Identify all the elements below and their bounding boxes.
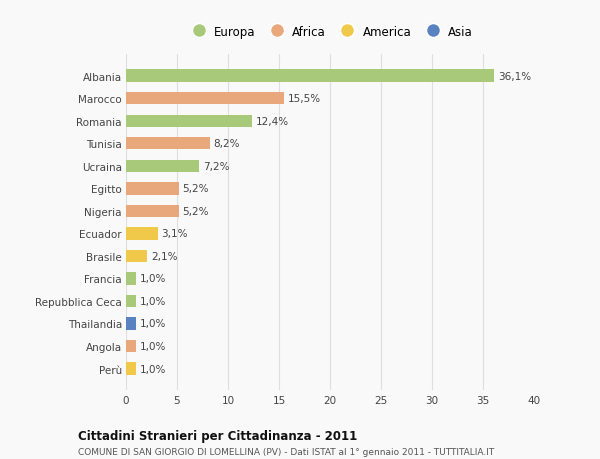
Text: 5,2%: 5,2% [182, 207, 209, 216]
Text: COMUNE DI SAN GIORGIO DI LOMELLINA (PV) - Dati ISTAT al 1° gennaio 2011 - TUTTIT: COMUNE DI SAN GIORGIO DI LOMELLINA (PV) … [78, 448, 494, 457]
Text: 1,0%: 1,0% [140, 364, 166, 374]
Text: 1,0%: 1,0% [140, 274, 166, 284]
Text: 1,0%: 1,0% [140, 341, 166, 351]
Bar [126, 340, 136, 353]
Bar [126, 115, 253, 128]
Text: 8,2%: 8,2% [213, 139, 240, 149]
Bar [126, 318, 136, 330]
Bar [126, 363, 136, 375]
Bar [126, 273, 136, 285]
Text: 1,0%: 1,0% [140, 319, 166, 329]
Text: 36,1%: 36,1% [498, 72, 531, 82]
Bar [126, 228, 158, 240]
Bar [126, 205, 179, 218]
Text: 2,1%: 2,1% [151, 252, 178, 261]
Text: 15,5%: 15,5% [287, 94, 321, 104]
Text: Cittadini Stranieri per Cittadinanza - 2011: Cittadini Stranieri per Cittadinanza - 2… [78, 429, 357, 442]
Bar [126, 160, 199, 173]
Bar [126, 295, 136, 308]
Text: 1,0%: 1,0% [140, 297, 166, 306]
Text: 5,2%: 5,2% [182, 184, 209, 194]
Text: 12,4%: 12,4% [256, 117, 289, 126]
Legend: Europa, Africa, America, Asia: Europa, Africa, America, Asia [182, 21, 478, 43]
Text: 7,2%: 7,2% [203, 162, 230, 171]
Bar [126, 183, 179, 195]
Text: 3,1%: 3,1% [161, 229, 188, 239]
Bar [126, 250, 148, 263]
Bar [126, 138, 209, 150]
Bar [126, 70, 494, 83]
Bar [126, 93, 284, 105]
